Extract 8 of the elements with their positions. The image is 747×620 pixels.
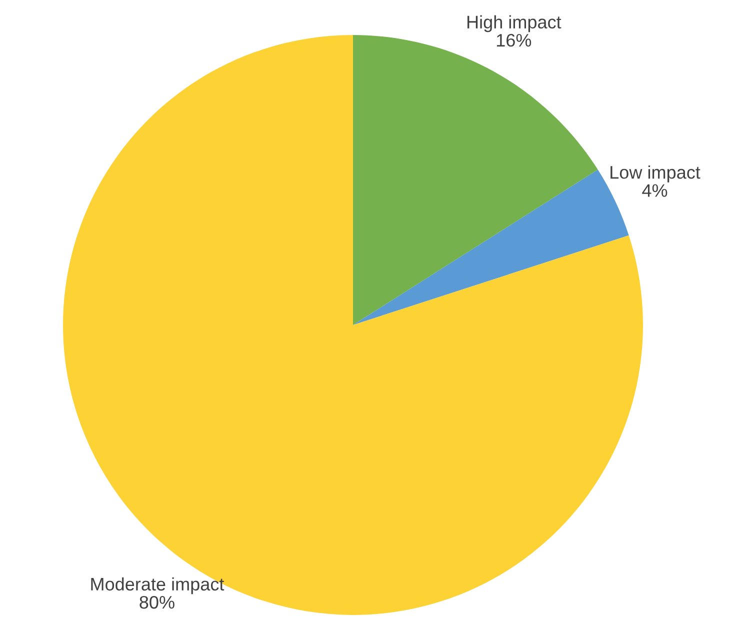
slice-label: Low impact	[610, 166, 700, 182]
data-label: 4%	[642, 184, 668, 197]
data-label: 16%	[496, 34, 532, 47]
pie-slice	[353, 35, 598, 325]
pie-slice	[63, 35, 643, 615]
slice-label: Moderate impact	[91, 577, 224, 594]
slice-label: High impact	[467, 15, 562, 32]
data-label: 80%	[140, 596, 174, 609]
